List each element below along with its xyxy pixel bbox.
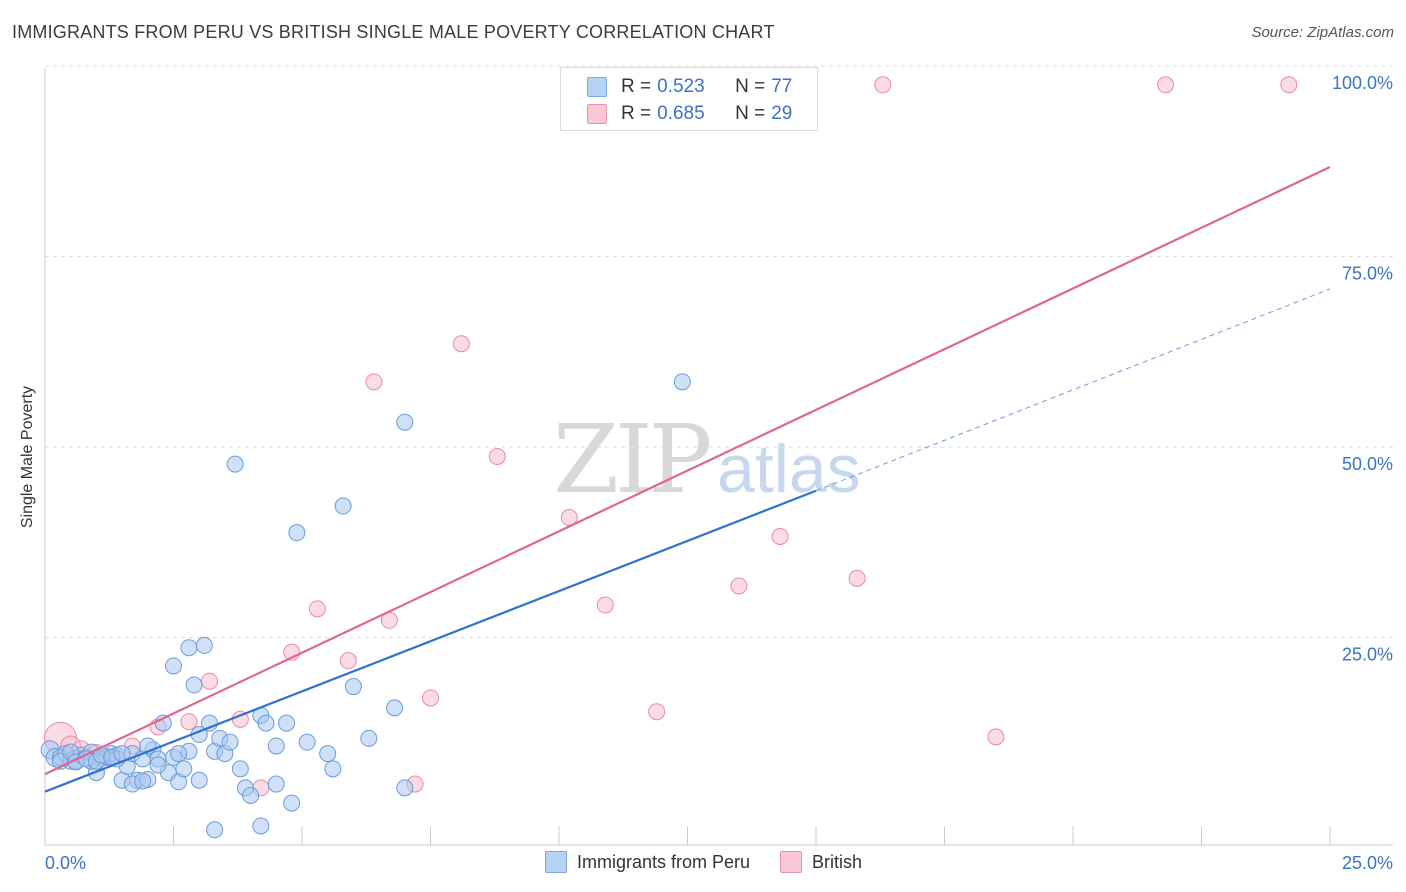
n-label: N = xyxy=(735,76,766,97)
peru-point xyxy=(180,639,198,657)
r-label: R = xyxy=(621,103,652,124)
peru-point xyxy=(288,524,306,542)
peru-point xyxy=(360,729,378,747)
legend-item-british[interactable]: British xyxy=(780,851,862,873)
peru-point xyxy=(206,821,224,839)
peru-point xyxy=(324,760,342,778)
n-label: N = xyxy=(735,103,766,124)
peru-point xyxy=(242,786,260,804)
stats-legend-row-british: R = 0.685 N = 29 xyxy=(587,103,792,125)
peru-point xyxy=(226,455,244,473)
peru-point xyxy=(267,775,285,793)
peru-point xyxy=(134,772,152,790)
peru-point xyxy=(386,699,404,717)
peru-point xyxy=(195,636,213,654)
british-point xyxy=(365,373,383,391)
y-tick-label: 100.0% xyxy=(1332,73,1393,93)
peru-point xyxy=(252,817,270,835)
y-tick-label: 25.0% xyxy=(1342,645,1393,665)
n-value-peru: 77 xyxy=(771,76,793,97)
peru-point xyxy=(175,760,193,778)
watermark-atlas: atlas xyxy=(717,431,861,507)
peru-point xyxy=(673,373,691,391)
british-point xyxy=(422,689,439,707)
n-value-british: 29 xyxy=(771,103,793,124)
series-legend: Immigrants from Peru British xyxy=(545,851,892,873)
peru-point xyxy=(334,497,352,515)
peru-point xyxy=(283,794,301,812)
british-point xyxy=(848,569,866,587)
peru-swatch xyxy=(587,77,607,97)
stats-legend: R = 0.523 N = 77 R = 0.685 N = 29 xyxy=(560,67,818,131)
r-label: R = xyxy=(621,76,652,97)
british-point xyxy=(200,672,218,690)
legend-british-swatch xyxy=(780,851,803,873)
peru-point xyxy=(396,413,414,431)
legend-item-peru[interactable]: Immigrants from Peru xyxy=(545,851,750,873)
peru-point xyxy=(190,771,208,789)
chart-title: IMMIGRANTS FROM PERU VS BRITISH SINGLE M… xyxy=(12,22,775,42)
peru-trend-line xyxy=(44,489,817,793)
peru-trend-extension xyxy=(815,288,1331,492)
british-point xyxy=(452,335,470,353)
y-tick-label: 75.0% xyxy=(1342,264,1393,284)
r-value-british: 0.685 xyxy=(657,103,705,124)
british-point xyxy=(1280,76,1298,94)
british-swatch xyxy=(587,104,607,124)
peru-point xyxy=(319,745,337,763)
peru-point xyxy=(149,756,167,774)
british-trend-line xyxy=(44,166,1331,776)
x-tick-label-min: 0.0% xyxy=(45,853,86,873)
legend-british-label: British xyxy=(812,851,863,872)
british-point xyxy=(648,703,666,721)
british-point xyxy=(308,600,326,618)
british-point xyxy=(730,577,748,595)
peru-point xyxy=(221,733,239,751)
british-point xyxy=(180,713,198,731)
x-tick-label-max: 25.0% xyxy=(1342,853,1393,873)
british-point xyxy=(1157,76,1175,94)
peru-point xyxy=(267,737,285,755)
british-point xyxy=(488,448,506,465)
peru-point xyxy=(344,678,362,696)
legend-peru-swatch xyxy=(545,851,567,873)
british-point xyxy=(596,596,614,614)
peru-point xyxy=(278,714,296,732)
peru-point xyxy=(200,714,218,732)
y-axis-label: Single Male Poverty xyxy=(19,385,36,529)
british-point xyxy=(771,527,789,545)
source-credit: Source: ZipAtlas.com xyxy=(1251,24,1394,41)
legend-peru-label: Immigrants from Peru xyxy=(577,851,751,872)
r-value-peru: 0.523 xyxy=(657,76,705,97)
peru-point xyxy=(170,745,188,763)
peru-point xyxy=(298,733,316,751)
peru-point xyxy=(185,676,203,694)
y-tick-label: 50.0% xyxy=(1342,454,1393,474)
peru-point xyxy=(257,714,275,732)
peru-point xyxy=(396,779,414,797)
peru-point xyxy=(231,760,249,778)
british-point xyxy=(987,728,1005,746)
british-point xyxy=(874,76,892,94)
stats-legend-row-peru: R = 0.523 N = 77 xyxy=(587,76,792,98)
peru-point xyxy=(165,657,182,675)
british-point xyxy=(339,652,357,670)
